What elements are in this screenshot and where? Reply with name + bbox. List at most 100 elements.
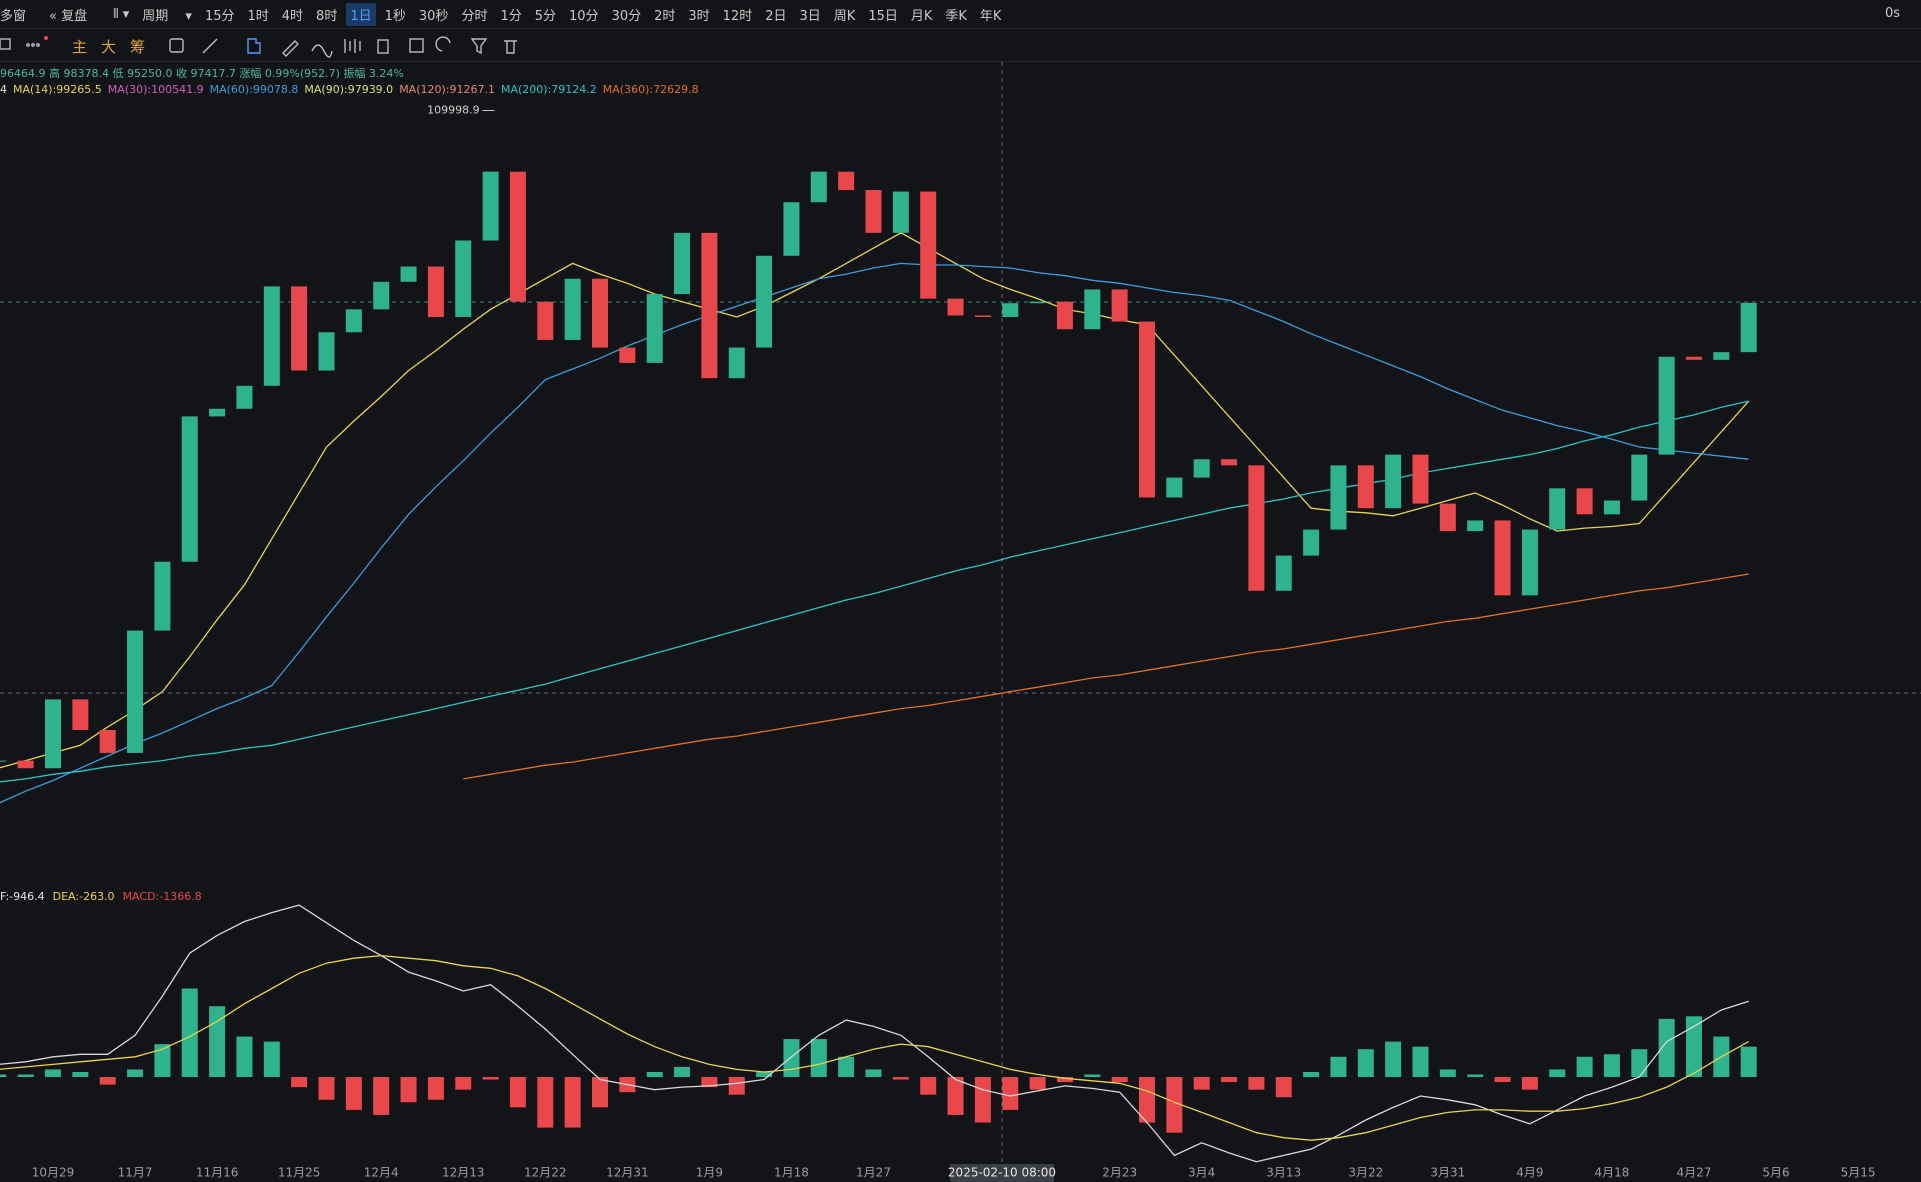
macd-bar	[838, 1056, 855, 1078]
macd-bar	[72, 1071, 89, 1078]
candle	[1330, 465, 1347, 530]
brush-icon[interactable]	[311, 44, 333, 58]
x-tick-label: 12月4	[364, 1166, 399, 1180]
ma-line	[0, 400, 1749, 783]
multi-window-button[interactable]: 多窗	[0, 8, 27, 24]
candle	[1631, 454, 1648, 501]
layout-icon[interactable]	[0, 38, 11, 50]
candle	[646, 294, 663, 363]
candle	[1385, 454, 1402, 509]
indicator-icon[interactable]	[169, 38, 184, 53]
period-button[interactable]: 1秒	[384, 8, 406, 24]
macd-bar	[1686, 1016, 1702, 1078]
period-menu[interactable]: 周期 ▾	[142, 8, 192, 24]
ma-line	[0, 262, 1749, 804]
tab[interactable]: 大	[101, 38, 117, 56]
dea-line	[0, 954, 1750, 1141]
macd-bar	[1275, 1077, 1292, 1098]
replay-label: 复盘	[61, 8, 88, 24]
tab[interactable]: 筹	[130, 38, 146, 56]
select-tool-icon[interactable]	[247, 38, 261, 54]
period-button[interactable]: 30分	[611, 8, 642, 24]
period-button[interactable]: 30秒	[418, 8, 449, 24]
candle	[1467, 520, 1484, 532]
magnet-icon[interactable]	[435, 36, 451, 52]
macd-bar	[674, 1066, 691, 1078]
candle	[318, 332, 335, 371]
macd-bar	[947, 1077, 964, 1115]
macd-bar	[1193, 1077, 1210, 1090]
macd-bar	[482, 1077, 499, 1080]
period-button[interactable]: 1分	[500, 8, 522, 24]
candle	[674, 232, 691, 295]
candle	[592, 278, 608, 348]
period-button[interactable]: 12时	[722, 8, 753, 24]
period-button[interactable]: 2时	[654, 8, 676, 24]
period-button[interactable]: 8时	[316, 8, 338, 24]
period-button[interactable]: 5分	[534, 8, 557, 24]
period-button[interactable]: 3时	[688, 8, 710, 24]
period-button[interactable]: 年K	[979, 8, 1002, 24]
macd-bar	[181, 988, 198, 1078]
period-button[interactable]: 4时	[281, 8, 304, 24]
line-tool-icon[interactable]	[202, 38, 218, 54]
macd-bar	[1740, 1046, 1757, 1078]
delete-icon[interactable]	[504, 40, 517, 54]
period-button[interactable]: 15分	[204, 8, 235, 24]
note-icon[interactable]	[377, 39, 389, 54]
candle	[1603, 500, 1620, 515]
candle	[1576, 488, 1593, 515]
x-tick-label: 11月16	[196, 1166, 239, 1180]
x-tick-label: 3月4	[1188, 1166, 1215, 1180]
macd-bar	[1248, 1077, 1265, 1090]
macd-bar	[1139, 1077, 1155, 1123]
filter-icon[interactable]	[470, 38, 488, 55]
x-tick-label: 4月27	[1677, 1166, 1712, 1180]
period-button[interactable]: 月K	[910, 8, 933, 24]
macd-bar	[400, 1077, 417, 1103]
macd-bar	[1002, 1077, 1019, 1110]
drawing-toolbar	[0, 29, 1921, 62]
period-label: 周期	[142, 8, 169, 24]
tab[interactable]: 主	[72, 38, 88, 56]
period-button[interactable]: 3日	[799, 8, 821, 24]
macd-bar	[1303, 1071, 1320, 1078]
candle	[345, 309, 362, 333]
macd-bar	[1084, 1074, 1101, 1078]
replay-button[interactable]: « 复盘	[49, 8, 88, 24]
period-button[interactable]: 15日	[868, 8, 898, 24]
candle	[236, 385, 253, 409]
macd-legend-entry: MACD:-1366.8	[122, 890, 202, 903]
macd-bar	[427, 1077, 444, 1100]
pen-icon[interactable]	[282, 40, 299, 57]
chart-type-button[interactable]: ⫴ ▾	[113, 6, 130, 22]
period-button-selected[interactable]: 1日	[346, 2, 376, 26]
more-icon	[36, 43, 40, 47]
macd-legend-entry: F:-946.4	[0, 890, 45, 903]
period-button[interactable]: 季K	[945, 8, 967, 24]
candle	[1002, 303, 1019, 317]
period-button[interactable]: 1时	[247, 8, 269, 24]
more-icon[interactable]	[26, 43, 30, 47]
more-icon	[31, 43, 35, 47]
x-tick-label: 1月18	[774, 1166, 809, 1180]
candle	[1521, 529, 1538, 596]
macd-bar	[1658, 1018, 1675, 1078]
candle	[1439, 503, 1456, 532]
period-button[interactable]: 2日	[765, 8, 787, 24]
macd-bar	[0, 1074, 7, 1078]
period-button[interactable]: 周K	[833, 8, 856, 24]
ma-legend-entry: 4	[0, 83, 7, 96]
bars-icon[interactable]	[344, 39, 361, 53]
timer: 0s	[1884, 6, 1900, 21]
candle	[17, 760, 34, 769]
macd-bar	[892, 1077, 909, 1080]
x-tick-label: 4月18	[1594, 1166, 1629, 1180]
candle	[1357, 465, 1374, 509]
macd-bar	[1549, 1069, 1566, 1078]
period-button[interactable]: 10分	[569, 8, 599, 24]
edit-icon[interactable]	[409, 38, 424, 53]
period-button[interactable]: 分时	[461, 8, 488, 24]
macd-bar	[263, 1041, 280, 1078]
ma-legend-entry: MA(200):79124.2	[500, 83, 597, 96]
